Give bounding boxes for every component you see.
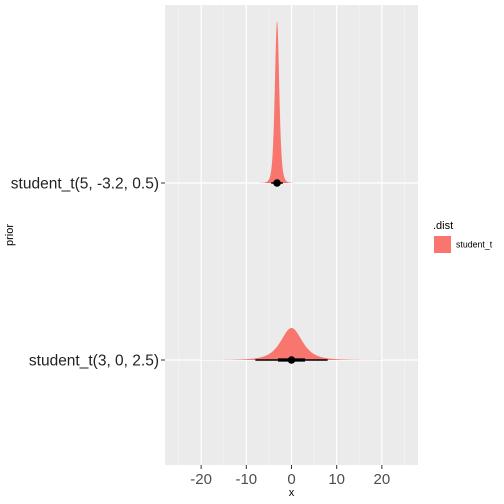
x-tick-label: 0	[287, 471, 295, 488]
density-2	[165, 328, 418, 360]
y-axis-title: prior	[4, 224, 16, 246]
x-tick-label: 20	[374, 471, 391, 488]
intervals	[255, 179, 328, 364]
x-axis-title: x	[289, 487, 295, 499]
point-estimate-1	[273, 179, 281, 187]
point-estimate-2	[287, 356, 296, 364]
x-tick-label: -20	[190, 471, 212, 488]
grid-major	[165, 5, 418, 465]
densities	[165, 21, 418, 360]
x-tick-label: -10	[235, 471, 257, 488]
legend: .dist student_t	[433, 220, 493, 253]
y-tick-label: student_t(5, -3.2, 0.5)	[11, 176, 159, 193]
x-axis: -20 -10 0 10 20	[190, 465, 390, 488]
legend-key-student-t	[434, 236, 451, 253]
y-axis: student_t(5, -3.2, 0.5) student_t(3, 0, 2…	[11, 176, 165, 370]
legend-title: .dist	[433, 220, 453, 232]
legend-label-student-t: student_t	[456, 240, 493, 250]
x-tick-label: 10	[328, 471, 345, 488]
grid-minor	[178, 5, 405, 465]
y-tick-label: student_t(3, 0, 2.5)	[29, 353, 159, 370]
